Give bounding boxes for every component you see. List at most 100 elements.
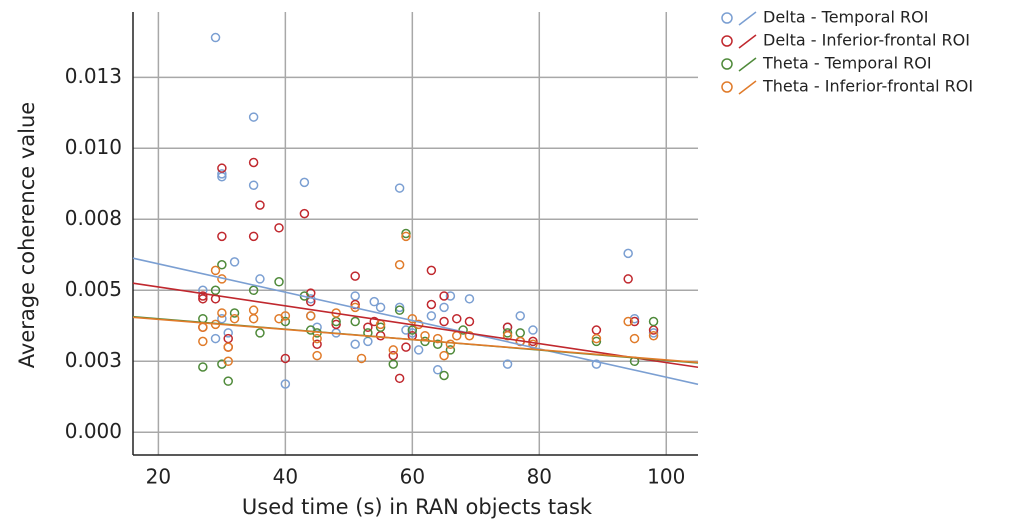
point: [401, 342, 411, 352]
point: [229, 257, 240, 267]
legend-item: Theta - Inferior-frontal ROI: [721, 77, 973, 96]
point: [591, 336, 602, 347]
point: [458, 325, 468, 335]
x-tick-label: 100: [647, 465, 685, 489]
point: [198, 362, 208, 372]
point: [407, 325, 418, 335]
point: [375, 322, 386, 332]
point: [350, 271, 360, 281]
point: [274, 223, 284, 233]
legend-line: [738, 34, 757, 49]
trend-line: [132, 282, 699, 369]
point: [363, 322, 373, 332]
point: [210, 285, 221, 296]
point: [439, 316, 449, 327]
point: [217, 231, 227, 242]
point: [648, 316, 659, 327]
x-axis-label: Used time (s) in RAN objects task: [242, 495, 593, 519]
point: [280, 311, 291, 321]
point: [623, 274, 633, 284]
point: [439, 302, 449, 313]
series: [198, 231, 659, 367]
point: [445, 339, 456, 349]
point: [464, 316, 475, 327]
point: [432, 333, 443, 344]
point: [223, 376, 233, 386]
point: [623, 316, 633, 327]
point: [591, 359, 602, 369]
point: [432, 365, 443, 375]
point: [420, 330, 430, 341]
point: [217, 308, 227, 318]
point: [452, 313, 462, 324]
legend-text: Theta - Inferior-frontal ROI: [762, 77, 973, 96]
point: [350, 316, 360, 327]
series: [198, 228, 659, 386]
point: [388, 359, 399, 369]
point: [407, 328, 418, 338]
point: [223, 328, 233, 338]
point: [198, 336, 208, 347]
point: [394, 305, 405, 315]
point: [407, 313, 418, 324]
grid: [133, 12, 698, 455]
legend-line: [738, 80, 757, 95]
point: [445, 345, 456, 355]
point: [299, 208, 310, 219]
y-tick-label: 0.013: [65, 64, 122, 88]
y-tick-label: 0.000: [65, 419, 122, 443]
point: [363, 328, 373, 338]
x-tick-label: 20: [146, 465, 171, 489]
point: [248, 180, 259, 190]
point: [248, 231, 259, 242]
point: [312, 339, 322, 349]
trend-line: [132, 316, 699, 364]
legend-item: Delta - Temporal ROI: [721, 8, 928, 27]
point: [223, 333, 233, 344]
point: [229, 308, 240, 318]
point: [223, 342, 233, 352]
point: [312, 350, 322, 361]
series: [198, 157, 659, 384]
point: [426, 299, 437, 310]
point: [210, 265, 221, 276]
point: [515, 311, 525, 321]
point: [198, 294, 208, 304]
point: [502, 328, 513, 338]
point: [248, 157, 259, 168]
point: [350, 291, 360, 301]
point: [528, 325, 538, 335]
y-tick-label: 0.010: [65, 135, 122, 159]
point: [375, 302, 386, 313]
point: [464, 294, 475, 304]
legend-marker: [721, 81, 733, 93]
point: [229, 313, 240, 324]
point: [426, 265, 437, 276]
series: [198, 32, 659, 389]
point: [210, 333, 221, 344]
point: [248, 285, 259, 296]
point: [591, 325, 602, 335]
point: [255, 328, 265, 338]
point: [394, 183, 405, 193]
point: [394, 302, 405, 313]
point: [464, 330, 475, 341]
x-tick-label: 80: [527, 465, 552, 489]
trend-line: [132, 257, 699, 386]
point: [401, 231, 411, 242]
legend-line: [738, 11, 757, 26]
legend-text: Theta - Temporal ROI: [762, 54, 932, 73]
y-axis-label: Average coherence value: [15, 102, 39, 368]
point: [394, 259, 405, 270]
point: [439, 370, 449, 381]
point: [432, 339, 443, 349]
point: [198, 291, 208, 301]
legend-marker: [721, 58, 733, 70]
y-tick-label: 0.003: [65, 348, 122, 372]
point: [306, 311, 316, 321]
legend-text: Delta - Temporal ROI: [763, 8, 928, 27]
legend-marker: [721, 35, 733, 47]
legend-item: Theta - Temporal ROI: [721, 54, 932, 73]
legend-marker: [721, 12, 733, 24]
point: [502, 359, 513, 369]
